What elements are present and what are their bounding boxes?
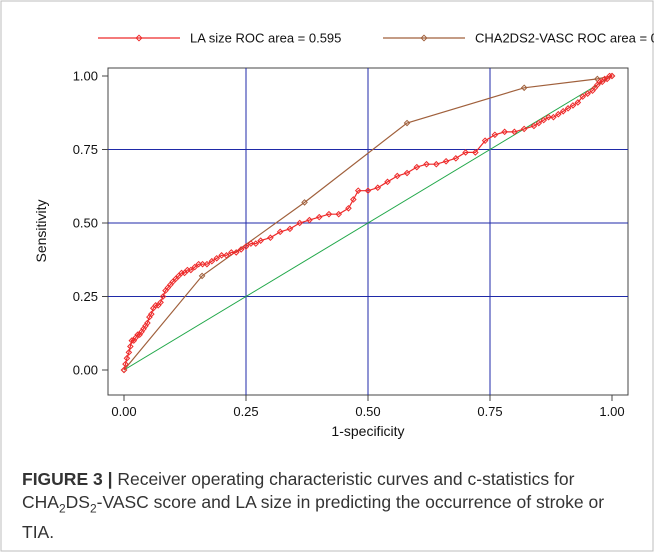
y-tick-label: 0.50 [73,216,98,231]
x-tick-label: 1.00 [599,404,624,419]
y-tick-label: 0.75 [73,142,98,157]
y-tick-label: 1.00 [73,69,98,84]
x-tick-label: 0.50 [355,404,380,419]
caption-text-2: DS [66,492,90,512]
caption-sub-1: 2 [59,502,66,516]
y-tick-label: 0.25 [73,289,98,304]
x-axis-label: 1-specificity [331,423,404,439]
caption-label: FIGURE 3 | [22,469,112,489]
y-axis-label: Sensitivity [33,199,49,262]
caption-sub-2: 2 [90,502,97,516]
legend-label-0: LA size ROC area = 0.595 [190,31,341,46]
x-tick-label: 0.75 [477,404,502,419]
y-tick-label: 0.00 [73,363,98,378]
figure-caption: FIGURE 3 | Receiver operating characteri… [22,468,632,544]
x-tick-label: 0.00 [111,404,136,419]
caption-text-3: -VASC score and LA size in predicting th… [22,492,604,542]
legend-label-1: CHA2DS2-VASC ROC area = 0.662 [475,31,654,46]
x-tick-label: 0.25 [233,404,258,419]
